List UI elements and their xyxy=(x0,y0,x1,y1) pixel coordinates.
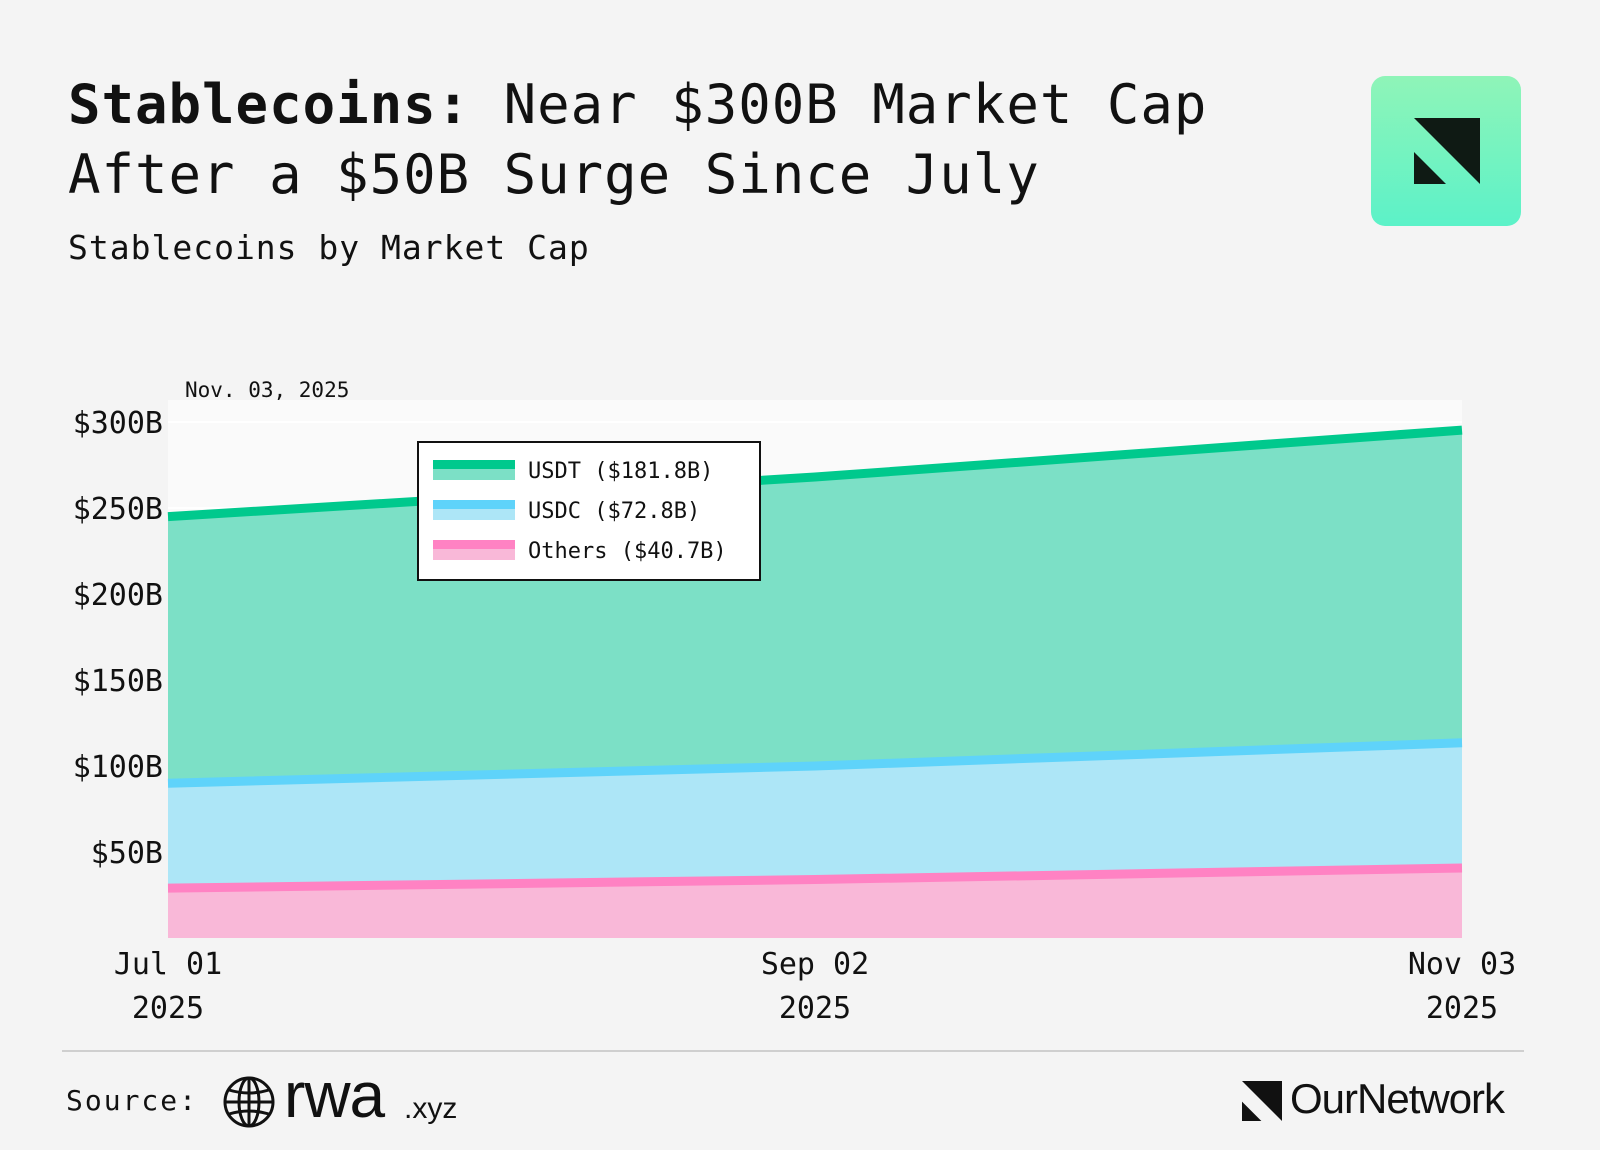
chart-subtitle: Stablecoins by Market Cap xyxy=(68,228,590,267)
series-line-others xyxy=(167,863,1463,893)
source-label: Source: xyxy=(66,1084,199,1117)
rwa-brand-tld: .xyz xyxy=(404,1092,458,1125)
y-tick-label: $100B xyxy=(73,750,163,785)
rwa-brand-text: rwa xyxy=(284,1059,385,1131)
ournetwork-mark-icon xyxy=(1242,1081,1282,1121)
area-usdc xyxy=(168,742,1462,889)
series-line-usdt xyxy=(167,425,1463,522)
x-tick-label: Nov 03 xyxy=(1408,947,1516,982)
y-tick-label: $150B xyxy=(73,664,163,699)
y-tick-label: $300B xyxy=(73,406,163,441)
y-tick-label: $200B xyxy=(73,578,163,613)
legend-label: Others ($40.7B) xyxy=(528,539,727,564)
y-tick-label: $50B xyxy=(91,836,163,871)
x-tick-label: Jul 01 xyxy=(114,947,222,982)
chart-title-rest: Near $300B Market Cap After a $50B Surge… xyxy=(68,73,1208,206)
plot-bottom-mask xyxy=(166,938,1468,946)
x-tick-label: Sep 02 xyxy=(761,947,869,982)
footer-divider xyxy=(62,1050,1524,1052)
x-tick-year-label: 2025 xyxy=(779,991,851,1026)
legend-label: USDT ($181.8B) xyxy=(528,459,713,484)
ournetwork-logo-tile xyxy=(1371,76,1521,226)
x-tick-year-label: 2025 xyxy=(1426,991,1498,1026)
stacked-area-chart: $50B $100B $150B $200B $250B $300B Jul 01 2025 S… xyxy=(73,378,1517,1026)
legend-swatch-line xyxy=(433,460,515,469)
legend-swatch-line xyxy=(433,540,515,549)
ournetwork-mark-icon xyxy=(1414,118,1480,184)
globe-icon xyxy=(223,1076,275,1128)
chart-title: Stablecoins: Near $300B Market Cap After… xyxy=(68,70,1308,210)
legend-label: USDC ($72.8B) xyxy=(528,499,700,524)
y-tick-label: $250B xyxy=(73,492,163,527)
publisher-name: OurNetwork xyxy=(1290,1075,1505,1122)
legend-swatch-line xyxy=(433,500,515,509)
date-annotation: Nov. 03, 2025 xyxy=(185,378,349,402)
x-tick-year-label: 2025 xyxy=(132,991,204,1026)
chart-title-bold: Stablecoins: xyxy=(68,73,471,136)
series-line-usdc xyxy=(167,738,1463,788)
